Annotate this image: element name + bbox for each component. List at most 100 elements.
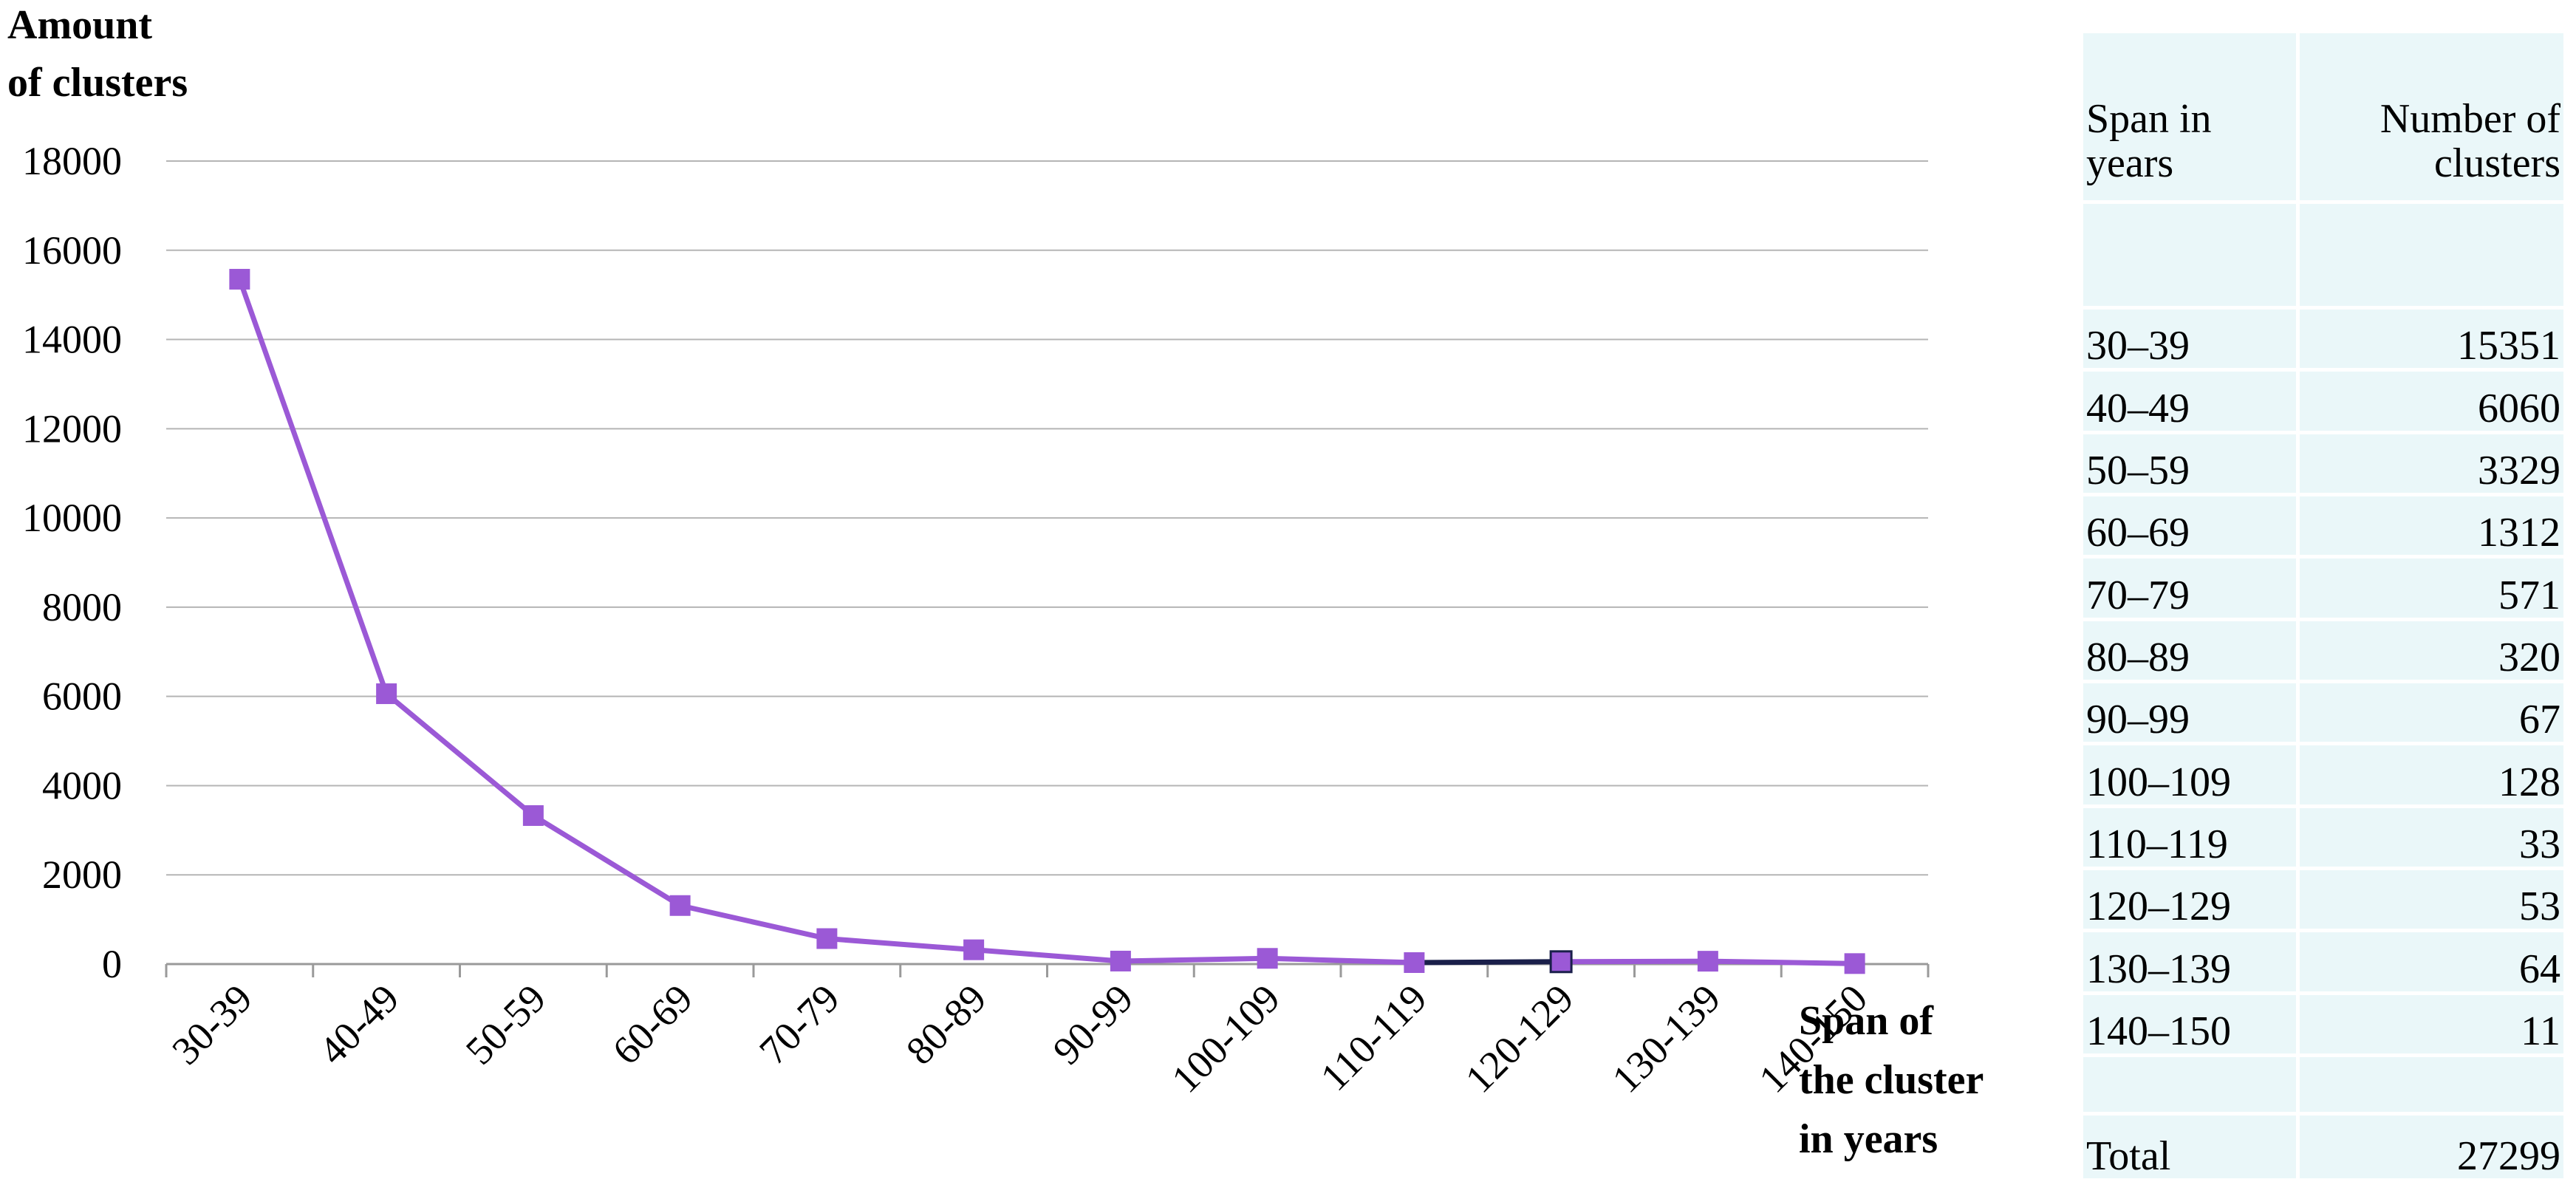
table-cell-count: 1312 bbox=[2300, 496, 2563, 555]
y-tick-label: 14000 bbox=[22, 318, 122, 362]
table-row: 140–150 11 bbox=[2083, 994, 2563, 1053]
data-point-100-109 bbox=[1257, 948, 1278, 969]
y-tick-label: 8000 bbox=[42, 585, 122, 629]
x-tick-label: 50-59 bbox=[457, 976, 555, 1073]
series-segment bbox=[1558, 958, 1711, 965]
table-cell-count: 3329 bbox=[2300, 434, 2563, 493]
y-tick-label: 2000 bbox=[42, 853, 122, 897]
table-cell-count: 11 bbox=[2300, 994, 2563, 1053]
table-cell-span: 130–139 bbox=[2083, 932, 2297, 991]
x-axis-title-line1: Span of bbox=[1799, 998, 1934, 1044]
table-cell-span: 100–109 bbox=[2083, 745, 2297, 804]
table-cell-count: 67 bbox=[2300, 683, 2563, 742]
x-tick-label: 120-129 bbox=[1457, 976, 1582, 1101]
data-point-70-79 bbox=[816, 928, 838, 949]
series-segment bbox=[824, 936, 977, 953]
table-cell-span: 90–99 bbox=[2083, 683, 2297, 742]
table-cell-count: 6060 bbox=[2300, 372, 2563, 431]
x-tick-label: 40-49 bbox=[310, 976, 408, 1073]
table-total-row: Total 27299 bbox=[2083, 1116, 2563, 1178]
table-row: 30–39 15351 bbox=[2083, 309, 2563, 368]
data-point-50-59 bbox=[522, 804, 544, 826]
series-segment bbox=[383, 691, 536, 819]
y-tick-label: 4000 bbox=[42, 763, 122, 807]
table-header-row: Span in years Number of clusters bbox=[2083, 33, 2563, 201]
table-cell-span: 50–59 bbox=[2083, 434, 2297, 493]
table-spacer-row bbox=[2083, 1057, 2563, 1113]
x-tick-label: 70-79 bbox=[751, 976, 848, 1073]
series-segment bbox=[677, 903, 830, 942]
data-point-140-150 bbox=[1844, 953, 1865, 974]
x-tick-label: 60-69 bbox=[604, 976, 702, 1073]
table-cell-count: 320 bbox=[2300, 621, 2563, 680]
series-segment bbox=[1265, 955, 1417, 966]
table-cell-count: 15351 bbox=[2300, 309, 2563, 368]
table-row: 120–129 53 bbox=[2083, 870, 2563, 929]
x-tick-label: 130-139 bbox=[1604, 976, 1729, 1101]
table-header-span: Span in years bbox=[2083, 33, 2297, 201]
table-row: 80–89 320 bbox=[2083, 621, 2563, 680]
data-point-90-99 bbox=[1110, 950, 1131, 971]
y-tick-label: 16000 bbox=[22, 228, 122, 273]
grid-lines bbox=[165, 160, 1930, 977]
table-cell-span bbox=[2083, 1057, 2297, 1113]
table-cell-span: Total bbox=[2083, 1116, 2297, 1178]
y-tick-label: 12000 bbox=[22, 406, 122, 451]
y-tick-label: 18000 bbox=[22, 139, 122, 183]
y-tick-label: 10000 bbox=[22, 496, 122, 540]
series-segment bbox=[530, 813, 683, 909]
table-cell-span: 110–119 bbox=[2083, 807, 2297, 867]
table-cell-count: 571 bbox=[2300, 558, 2563, 618]
table-row: 40–49 6060 bbox=[2083, 372, 2563, 431]
series-segment bbox=[1705, 958, 1858, 966]
table-cell-span: 80–89 bbox=[2083, 621, 2297, 680]
x-tick-label: 110-119 bbox=[1312, 976, 1435, 1099]
table-cell-count: 128 bbox=[2300, 745, 2563, 804]
table-row: 70–79 571 bbox=[2083, 558, 2563, 618]
y-tick-label: 0 bbox=[102, 942, 122, 986]
x-tick-labels: 30-39 40-49 50-59 60-69 70-79 80-89 90-99 100-1… bbox=[163, 976, 1876, 1101]
x-tick-label: 90-99 bbox=[1045, 976, 1142, 1073]
table-header-span-line2: years bbox=[2086, 140, 2174, 186]
table-header-count-line2: clusters bbox=[2433, 140, 2560, 186]
table-cell-span: 60–69 bbox=[2083, 496, 2297, 555]
series-segment bbox=[236, 276, 389, 697]
data-point-80-89 bbox=[963, 939, 985, 960]
series-segment bbox=[1118, 955, 1271, 964]
series-markers bbox=[229, 268, 1865, 974]
x-tick-label: 100-109 bbox=[1163, 976, 1288, 1101]
table-row: 60–69 1312 bbox=[2083, 496, 2563, 555]
table-row: 50–59 3329 bbox=[2083, 434, 2563, 493]
series-line bbox=[236, 276, 1858, 966]
table-header-count-line1: Number of bbox=[2379, 96, 2560, 142]
table-cell-span: 120–129 bbox=[2083, 870, 2297, 929]
table-row: 110–119 33 bbox=[2083, 807, 2563, 867]
table-header-count: Number of clusters bbox=[2300, 33, 2563, 201]
x-axis-title-line3: in years bbox=[1799, 1116, 1938, 1162]
data-point-30-39 bbox=[229, 268, 250, 290]
table-cell-count: 33 bbox=[2300, 807, 2563, 867]
table-cell-count: 53 bbox=[2300, 870, 2563, 929]
table-header-span-line1: Span in bbox=[2086, 96, 2212, 142]
x-tick-label: 80-89 bbox=[898, 976, 995, 1073]
data-point-60-69 bbox=[669, 895, 691, 916]
data-point-130-139 bbox=[1697, 951, 1718, 972]
table-row: 130–139 64 bbox=[2083, 932, 2563, 991]
y-tick-label: 6000 bbox=[42, 674, 122, 719]
table-row: 100–109 128 bbox=[2083, 745, 2563, 804]
table-cell-span: 70–79 bbox=[2083, 558, 2297, 618]
table-cell-span: 140–150 bbox=[2083, 994, 2297, 1053]
data-point-40-49 bbox=[376, 683, 397, 705]
series-segment bbox=[1411, 959, 1564, 966]
x-axis-title-line2: the cluster bbox=[1799, 1057, 1984, 1103]
table-cell-span: 30–39 bbox=[2083, 309, 2297, 368]
y-axis-title-line2: of clusters bbox=[7, 60, 188, 106]
data-point-110-119 bbox=[1404, 952, 1425, 974]
x-tick-label: 30-39 bbox=[163, 976, 261, 1073]
data-point-120-129 bbox=[1549, 950, 1573, 974]
table-cell-count bbox=[2300, 1057, 2563, 1113]
series-segment bbox=[971, 947, 1124, 964]
table-spacer-row bbox=[2083, 204, 2563, 306]
y-tick-labels: 0 2000 4000 6000 8000 10000 12000 14000 16000 180… bbox=[22, 139, 122, 986]
table-cell-span: 40–49 bbox=[2083, 372, 2297, 431]
